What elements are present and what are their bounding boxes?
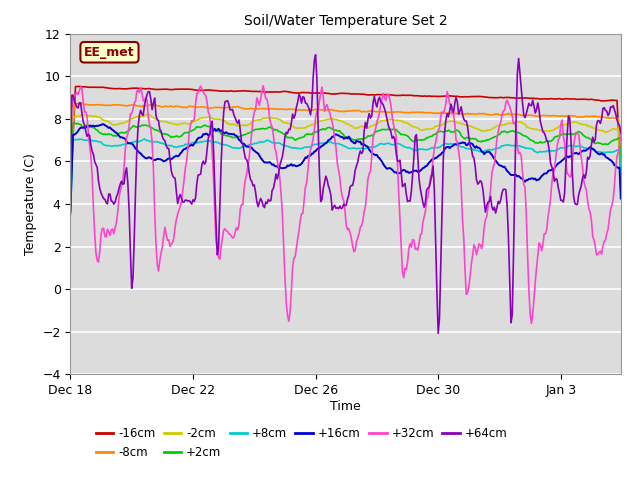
+32cm (109, 226, 116, 232)
-8cm (617, 172, 625, 178)
-8cm (492, 111, 499, 117)
-8cm (110, 102, 118, 108)
-2cm (503, 121, 511, 127)
+32cm (259, 83, 267, 89)
+64cm (387, 129, 395, 135)
+2cm (110, 133, 118, 139)
+2cm (492, 134, 499, 140)
-8cm (450, 111, 458, 117)
-8cm (387, 109, 395, 115)
+64cm (573, 202, 581, 207)
X-axis label: Time: Time (330, 400, 361, 413)
+8cm (617, 182, 625, 188)
+32cm (617, 130, 625, 135)
+32cm (450, 112, 458, 118)
+2cm (617, 173, 625, 179)
+2cm (450, 129, 458, 135)
+2cm (572, 130, 580, 136)
Y-axis label: Temperature (C): Temperature (C) (24, 153, 36, 255)
+64cm (493, 205, 500, 211)
-8cm (67, 194, 74, 200)
+16cm (67, 209, 74, 215)
Line: -8cm: -8cm (70, 103, 621, 197)
+64cm (312, 52, 319, 58)
+32cm (527, 321, 535, 326)
-16cm (572, 96, 580, 102)
-2cm (492, 124, 499, 130)
+64cm (67, 192, 74, 198)
-2cm (109, 122, 116, 128)
-16cm (450, 93, 458, 99)
Line: -2cm: -2cm (70, 115, 621, 193)
+8cm (387, 142, 395, 147)
+64cm (109, 199, 116, 204)
+16cm (387, 166, 395, 171)
-2cm (387, 116, 395, 122)
+32cm (573, 130, 581, 136)
+32cm (67, 200, 74, 205)
-16cm (387, 92, 395, 98)
Title: Soil/Water Temperature Set 2: Soil/Water Temperature Set 2 (244, 14, 447, 28)
+8cm (572, 144, 580, 150)
-2cm (617, 190, 625, 196)
-2cm (67, 184, 74, 190)
-8cm (76, 100, 83, 106)
+64cm (617, 130, 625, 135)
+2cm (67, 204, 74, 210)
+8cm (67, 212, 74, 218)
+32cm (492, 149, 499, 155)
Line: +16cm: +16cm (70, 124, 621, 212)
+8cm (503, 142, 511, 148)
+32cm (387, 102, 395, 108)
Line: +64cm: +64cm (70, 55, 621, 333)
+64cm (435, 330, 442, 336)
-8cm (503, 111, 511, 117)
+16cm (99, 121, 106, 127)
-2cm (143, 112, 151, 118)
-2cm (450, 119, 458, 124)
-16cm (110, 86, 118, 92)
-16cm (492, 95, 499, 100)
Line: -16cm: -16cm (70, 86, 621, 188)
Line: +8cm: +8cm (70, 139, 621, 215)
-16cm (67, 185, 74, 191)
+2cm (503, 130, 511, 135)
Text: EE_met: EE_met (84, 46, 135, 59)
+16cm (617, 196, 625, 202)
+16cm (492, 157, 499, 163)
+8cm (492, 146, 499, 152)
+2cm (70, 120, 78, 125)
-16cm (617, 168, 625, 174)
+8cm (109, 143, 116, 149)
+8cm (141, 136, 148, 142)
-8cm (572, 114, 580, 120)
Line: +2cm: +2cm (70, 122, 621, 207)
-16cm (76, 84, 83, 89)
-16cm (503, 95, 511, 100)
+64cm (451, 100, 459, 106)
+2cm (387, 127, 395, 132)
+32cm (503, 97, 511, 103)
+16cm (110, 128, 118, 134)
Legend: -16cm, -8cm, -2cm, +2cm, +8cm, +16cm, +32cm, +64cm: -16cm, -8cm, -2cm, +2cm, +8cm, +16cm, +3… (91, 422, 512, 464)
+8cm (450, 141, 458, 147)
Line: +32cm: +32cm (70, 86, 621, 324)
+64cm (504, 234, 512, 240)
-2cm (572, 119, 580, 125)
+16cm (572, 150, 580, 156)
+16cm (450, 142, 458, 148)
+16cm (503, 168, 511, 174)
